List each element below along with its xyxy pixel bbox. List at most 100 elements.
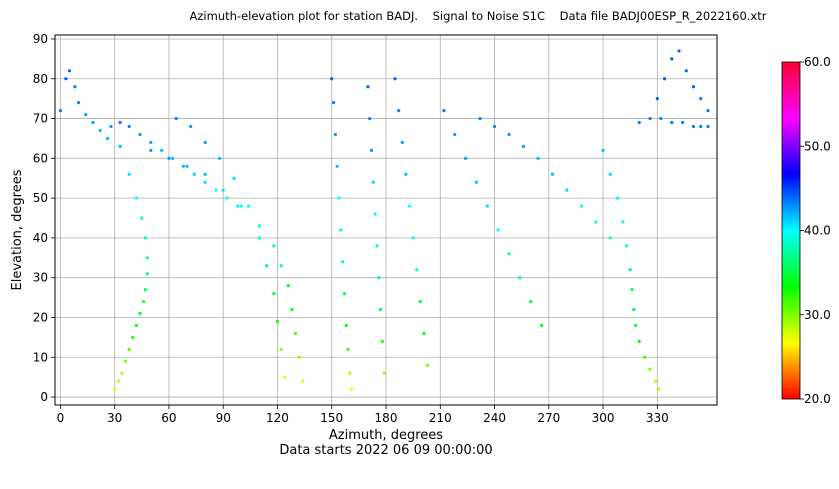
y-axis-label: Elevation, degrees xyxy=(10,169,25,290)
data-point xyxy=(442,108,446,113)
colorbar-tick-label: 20.0 xyxy=(804,392,831,406)
scatter-points xyxy=(58,49,710,391)
data-point xyxy=(221,188,225,192)
data-point xyxy=(134,323,138,328)
data-point xyxy=(297,355,301,359)
data-point xyxy=(657,387,661,391)
data-point xyxy=(283,375,287,379)
data-point xyxy=(422,331,426,335)
colorbar-tick-label: 50.0 xyxy=(804,139,831,153)
data-point xyxy=(478,116,482,121)
data-point xyxy=(335,164,339,168)
data-point xyxy=(681,120,685,125)
x-tick-label: 120 xyxy=(266,411,289,425)
data-point xyxy=(64,77,68,81)
data-point xyxy=(496,228,500,232)
data-point xyxy=(507,132,511,137)
data-point xyxy=(339,228,343,232)
data-point xyxy=(601,148,605,152)
data-point xyxy=(217,156,222,160)
data-point xyxy=(378,307,383,312)
colorbar xyxy=(781,61,801,400)
data-point xyxy=(120,371,124,375)
data-point xyxy=(453,132,457,137)
data-point xyxy=(662,77,667,81)
data-point xyxy=(397,108,401,113)
data-point xyxy=(342,292,346,296)
data-point xyxy=(58,108,63,113)
data-point xyxy=(485,204,489,208)
x-tick-label: 30 xyxy=(107,411,122,425)
data-point xyxy=(203,140,207,145)
data-point xyxy=(225,196,229,200)
data-point xyxy=(330,77,334,81)
x-tick-label: 330 xyxy=(646,411,669,425)
data-point xyxy=(426,363,430,367)
data-point xyxy=(149,148,153,152)
data-point xyxy=(246,204,251,208)
data-point xyxy=(621,220,625,224)
data-point xyxy=(706,124,710,129)
data-point xyxy=(272,292,276,296)
y-tick-label: 30 xyxy=(33,271,48,285)
data-point xyxy=(290,307,294,312)
data-point xyxy=(170,156,175,160)
x-tick-label: 90 xyxy=(216,411,231,425)
data-point xyxy=(492,124,497,129)
data-point xyxy=(684,69,688,73)
data-point xyxy=(637,339,641,343)
data-point xyxy=(239,204,243,208)
data-point xyxy=(518,276,522,280)
data-point xyxy=(272,244,276,248)
data-point xyxy=(91,120,95,125)
chart-title: Azimuth-elevation plot for station BADJ.… xyxy=(190,9,767,23)
y-tick-label: 60 xyxy=(33,151,48,165)
data-point xyxy=(109,124,113,129)
data-point xyxy=(670,57,674,61)
data-point xyxy=(579,204,583,208)
data-point xyxy=(346,347,350,351)
data-point xyxy=(127,347,131,351)
data-point xyxy=(73,85,77,89)
data-point xyxy=(286,284,290,288)
data-point xyxy=(521,144,526,148)
data-point xyxy=(134,196,138,200)
data-point xyxy=(404,172,408,176)
data-point xyxy=(691,124,696,129)
data-point xyxy=(174,116,178,121)
x-tick-label: 240 xyxy=(483,411,506,425)
data-point xyxy=(369,148,374,152)
data-point xyxy=(143,288,148,292)
y-axis-ticks: 0 10 20 30 40 50 60 70 80 90 xyxy=(33,32,55,404)
data-point xyxy=(275,319,280,324)
data-point xyxy=(145,256,149,260)
data-point xyxy=(301,379,305,383)
x-tick-label: 150 xyxy=(320,411,343,425)
data-point xyxy=(377,276,381,280)
x-tick-label: 210 xyxy=(429,411,452,425)
data-point xyxy=(127,124,131,129)
data-point xyxy=(474,180,479,184)
data-point xyxy=(98,128,102,133)
data-point xyxy=(699,124,703,129)
data-point xyxy=(350,387,354,391)
data-point xyxy=(167,156,171,160)
y-tick-label: 70 xyxy=(33,112,48,126)
data-point xyxy=(632,307,636,312)
data-point xyxy=(375,244,379,248)
data-point xyxy=(185,164,189,168)
data-point xyxy=(565,188,569,192)
data-point xyxy=(76,101,81,105)
data-point xyxy=(257,236,261,240)
data-point xyxy=(393,77,397,81)
data-point xyxy=(677,49,681,53)
data-point xyxy=(143,236,148,240)
data-point xyxy=(279,264,283,268)
data-point xyxy=(655,97,659,101)
data-point xyxy=(331,101,336,105)
data-point xyxy=(203,172,207,176)
data-point xyxy=(145,272,149,276)
data-point xyxy=(337,196,341,200)
data-point xyxy=(181,164,186,168)
